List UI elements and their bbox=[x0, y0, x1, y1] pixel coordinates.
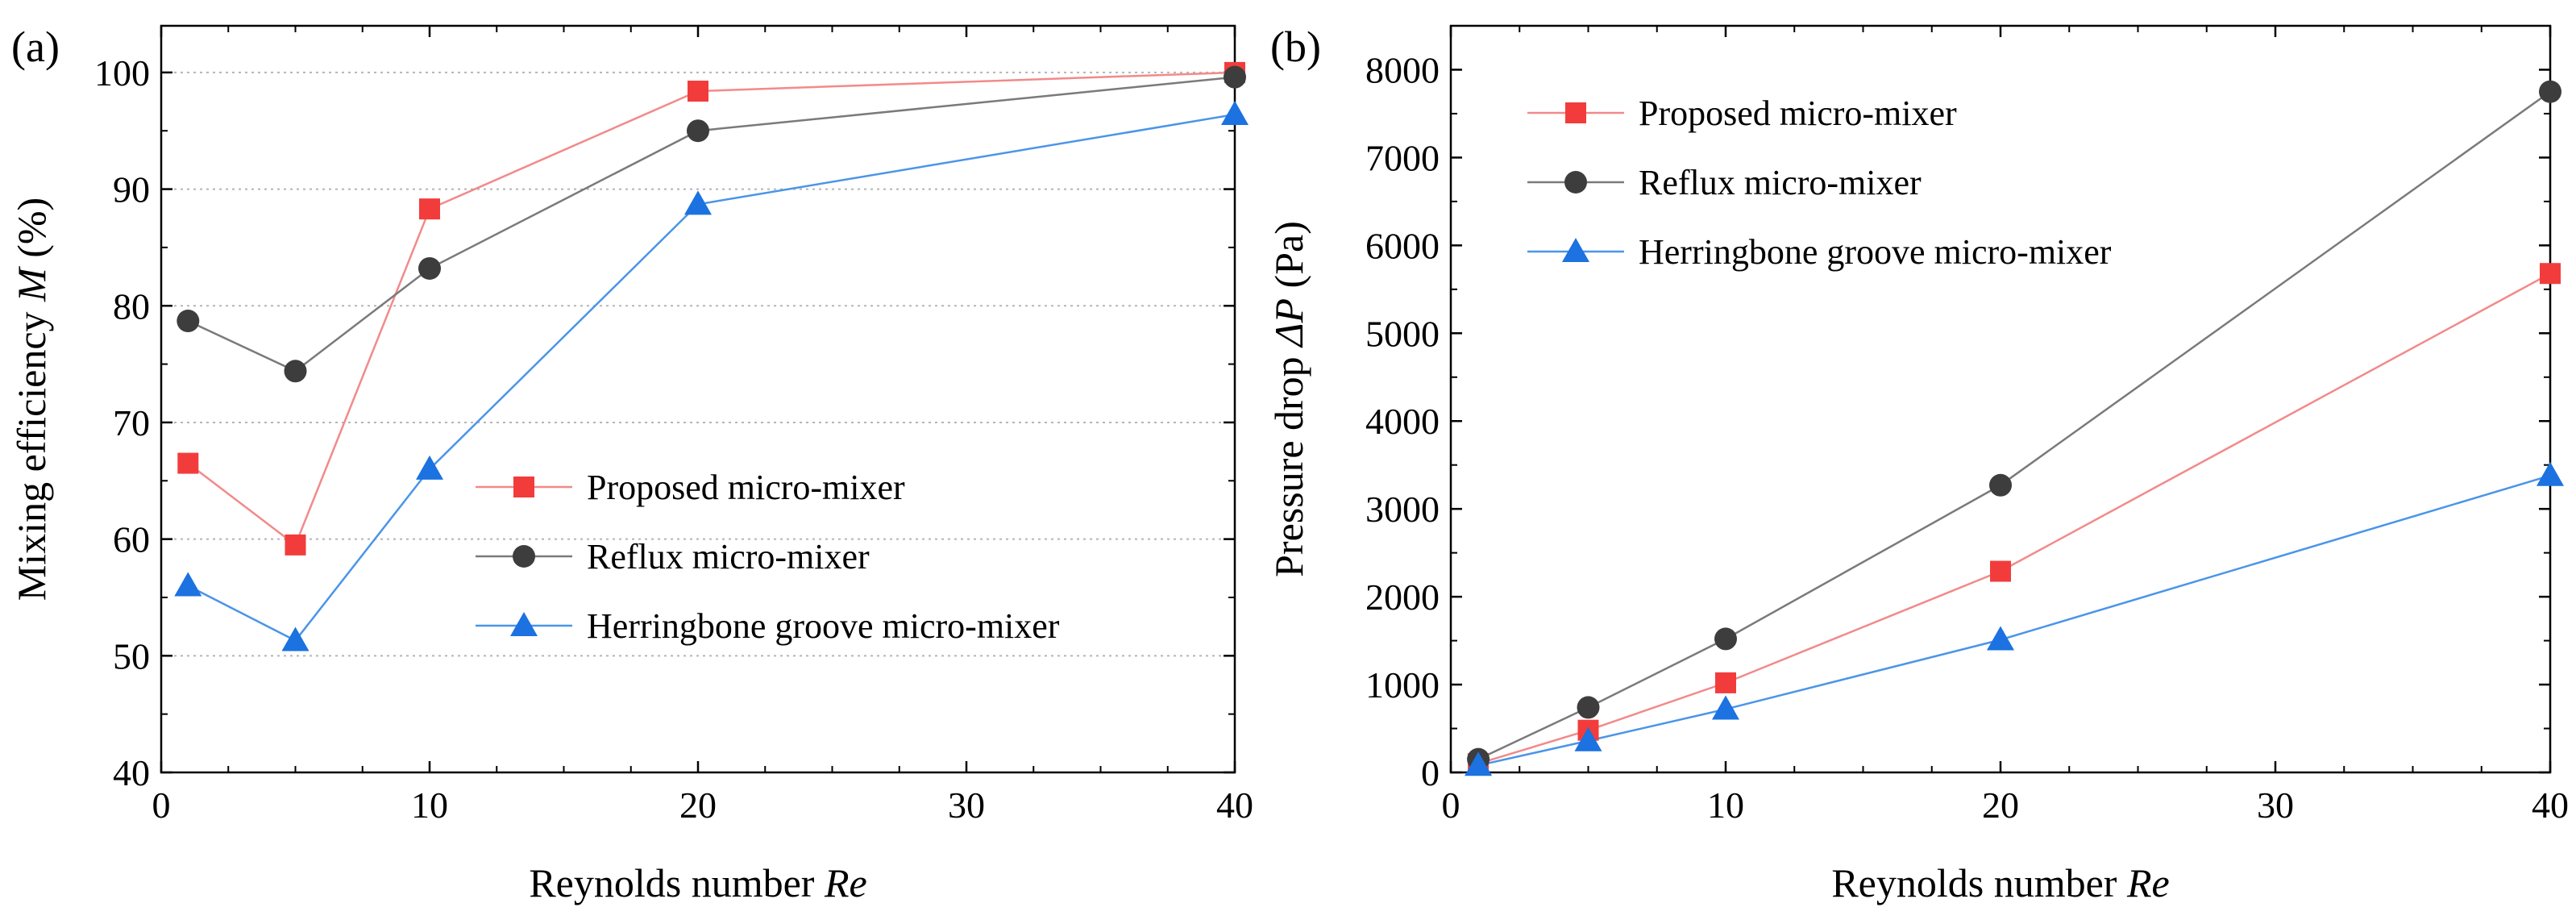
legend-marker-triangle bbox=[510, 612, 538, 636]
x-tick-label: 10 bbox=[1707, 785, 1744, 826]
series-line-circle bbox=[187, 76, 1236, 373]
legend-label: Herringbone groove micro-mixer bbox=[587, 606, 1060, 646]
legend-label: Proposed micro-mixer bbox=[1639, 94, 1957, 133]
y-tick-label: 8000 bbox=[1365, 49, 1440, 90]
y-tick-label: 3000 bbox=[1365, 489, 1440, 530]
series-line-triangle bbox=[1477, 474, 2551, 767]
data-point-circle bbox=[687, 119, 709, 143]
x-tick-label: 0 bbox=[1442, 785, 1460, 826]
y-tick-label: 6000 bbox=[1365, 225, 1440, 266]
y-tick-label: 100 bbox=[94, 52, 150, 94]
panel-b-chart: 0 1000 2000 3000 4000 5000 6000 7000 8000 0 10 20 30… bbox=[1266, 23, 2569, 905]
panel-label: (a) bbox=[11, 23, 60, 71]
legend-marker-triangle bbox=[1562, 238, 1589, 262]
data-point-circle bbox=[2539, 80, 2561, 103]
data-point-circle bbox=[1714, 627, 1737, 651]
data-point-triangle bbox=[1712, 695, 1739, 720]
legend-label: Herringbone groove micro-mixer bbox=[1639, 232, 2112, 272]
y-tick-label: 60 bbox=[113, 519, 150, 560]
panel-label: (b) bbox=[1270, 23, 1321, 71]
data-point-square bbox=[1715, 672, 1736, 693]
legend-marker-square bbox=[1565, 102, 1586, 123]
y-tick-label: 7000 bbox=[1365, 137, 1440, 178]
legend: Proposed micro-mixer Reflux micro-mixer He… bbox=[476, 468, 1060, 646]
x-axis-title: Reynolds number Re bbox=[529, 860, 866, 905]
y-tick-label: 70 bbox=[113, 402, 150, 443]
x-tick-label: 30 bbox=[2257, 785, 2294, 826]
y-tick-label: 5000 bbox=[1365, 313, 1440, 354]
data-point-triangle bbox=[684, 190, 712, 215]
legend: Proposed micro-mixer Reflux micro-mixer He… bbox=[1527, 94, 2112, 272]
data-point-circle bbox=[1989, 473, 2012, 497]
y-tick-label: 90 bbox=[113, 169, 150, 210]
panel-a-chart: 40 50 60 70 80 90 100 0 10 20 30 40 Proposed micro-m… bbox=[9, 23, 1253, 905]
data-point-triangle bbox=[1221, 100, 1249, 125]
data-point-triangle bbox=[1574, 726, 1602, 751]
legend-label: Proposed micro-mixer bbox=[587, 468, 905, 507]
data-point-triangle bbox=[2537, 461, 2564, 486]
data-point-triangle bbox=[416, 455, 443, 480]
y-axis-title: Mixing efficiency M (%) bbox=[9, 198, 54, 601]
y-tick-label: 2000 bbox=[1365, 576, 1440, 618]
y-tick-label: 4000 bbox=[1365, 401, 1440, 442]
data-point-circle bbox=[1577, 696, 1600, 719]
legend-label: Reflux micro-mixer bbox=[587, 537, 870, 576]
legend-marker-circle bbox=[513, 545, 535, 568]
x-tick-label: 20 bbox=[679, 785, 717, 826]
data-point-square bbox=[419, 198, 440, 220]
y-tick-label: 50 bbox=[113, 635, 150, 676]
data-point-circle bbox=[177, 310, 200, 333]
y-tick-label: 0 bbox=[1421, 752, 1440, 793]
legend-marker-circle bbox=[1564, 171, 1587, 194]
x-axis-title: Reynolds number Re bbox=[1831, 860, 2169, 905]
legend-label: Reflux micro-mixer bbox=[1639, 163, 1922, 202]
data-point-square bbox=[2540, 263, 2561, 285]
x-tick-label: 40 bbox=[2532, 785, 2569, 826]
series-line-square bbox=[1477, 273, 2551, 765]
data-point-triangle bbox=[1987, 626, 2014, 651]
legend-marker-square bbox=[513, 477, 534, 497]
y-tick-label: 1000 bbox=[1365, 664, 1440, 705]
data-point-circle bbox=[284, 360, 307, 383]
x-tick-label: 20 bbox=[1982, 785, 2019, 826]
data-point-square bbox=[177, 452, 199, 474]
data-point-square bbox=[285, 534, 306, 556]
y-tick-label: 40 bbox=[113, 752, 150, 793]
y-tick-label: 80 bbox=[113, 285, 150, 327]
data-point-circle bbox=[418, 256, 441, 280]
data-point-circle bbox=[1224, 65, 1246, 89]
data-point-square bbox=[1990, 560, 2011, 582]
y-axis-title: Pressure drop ΔP (Pa) bbox=[1266, 221, 1311, 577]
x-tick-label: 10 bbox=[411, 785, 448, 826]
x-tick-label: 40 bbox=[1216, 785, 1253, 826]
x-tick-label: 0 bbox=[152, 785, 171, 826]
data-point-square bbox=[688, 81, 708, 102]
data-point-triangle bbox=[281, 626, 310, 651]
plot-frame bbox=[1449, 24, 2552, 774]
x-tick-label: 30 bbox=[948, 785, 985, 826]
data-point-triangle bbox=[174, 572, 202, 597]
data-point-triangle bbox=[1465, 751, 1493, 776]
